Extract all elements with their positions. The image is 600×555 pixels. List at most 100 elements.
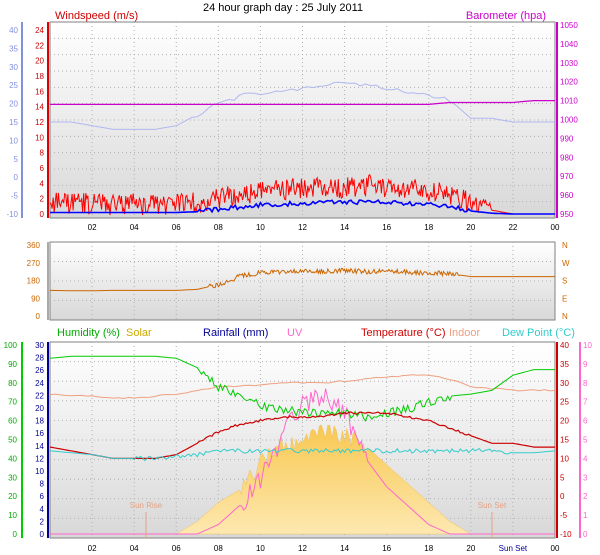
- wind-panel-series: [49, 81, 555, 216]
- temperature-label: Temperature (°C): [361, 327, 445, 339]
- x-tick-label: 00: [551, 544, 560, 553]
- humidity-tick: 100: [4, 341, 18, 350]
- humidity-tick: 60: [8, 417, 17, 426]
- windspeed-label: Windspeed (m/s): [55, 10, 138, 22]
- direction-degree-tick: 90: [31, 294, 40, 303]
- barometer-tick: 970: [560, 172, 574, 181]
- trace-line: [50, 81, 555, 130]
- indoor-label: Indoor: [449, 327, 481, 339]
- rainfall-tick: 0: [40, 530, 45, 539]
- solar-label: Solar: [126, 327, 152, 339]
- x-tick-label: 14: [340, 544, 349, 553]
- x-tick-label: 18: [424, 223, 433, 232]
- temperature-tick: 40: [560, 341, 569, 350]
- temperature-tick: 5: [560, 473, 565, 482]
- temperature-tick: 15: [560, 436, 569, 445]
- x-tick-label: 00: [551, 223, 560, 232]
- windspeed-blue-tick: 40: [9, 26, 18, 35]
- windspeed-blue-tick: -5: [11, 192, 19, 201]
- barometer-line: [50, 99, 555, 106]
- barometer-tick: 1010: [560, 97, 578, 106]
- temperature-tick: 0: [560, 492, 565, 501]
- windspeed-tick: 20: [35, 57, 44, 66]
- climate-panel-axis-ticks: 1009080706050403020100302826242220181614…: [4, 341, 593, 539]
- temperature-tick: -10: [560, 530, 572, 539]
- barometer-tick: 1000: [560, 116, 578, 125]
- barometer-tick: 1020: [560, 78, 578, 87]
- barometer-tick: 990: [560, 134, 574, 143]
- x-tick-label: 08: [214, 544, 223, 553]
- uv-tick: 3: [583, 473, 588, 482]
- indoor-line: [49, 374, 556, 400]
- x-tick-label: 20: [466, 544, 475, 553]
- temperature-tick: -5: [560, 511, 568, 520]
- direction-compass-tick: W: [562, 259, 570, 268]
- windspeed-blue-tick: 35: [9, 44, 18, 53]
- x-tick-label: 10: [256, 223, 265, 232]
- direction-degree-tick: 0: [36, 312, 41, 321]
- temperature-line: [49, 411, 555, 459]
- x-tick-label: 06: [172, 223, 181, 232]
- windspeed-tick: 22: [35, 41, 44, 50]
- rainfall-tick: 2: [40, 517, 45, 526]
- uv-tick: 7: [583, 398, 588, 407]
- rainfall-tick: 30: [35, 341, 44, 350]
- rainfall-tick: 24: [35, 379, 44, 388]
- x-tick-label: 04: [130, 223, 139, 232]
- barometer-tick: 950: [560, 210, 574, 219]
- temperature-tick: 10: [560, 454, 569, 463]
- rainfall-tick: 20: [35, 404, 44, 413]
- direction-compass-tick: S: [562, 277, 567, 286]
- x-tick-label: 22: [508, 223, 517, 232]
- windspeed-tick: 10: [35, 133, 44, 142]
- windspeed-blue-tick: 30: [9, 63, 18, 72]
- barometer-tick: 1040: [560, 40, 578, 49]
- uv-tick: 10: [583, 341, 592, 350]
- chart-title: 24 hour graph day : 25 July 2011: [203, 2, 363, 14]
- windspeed-blue-tick: 10: [9, 136, 18, 145]
- wind-panel-x-ticks: 02 04 06 08 10 12 14 16 18 20 22 00: [88, 223, 560, 232]
- rainfall-tick: 8: [40, 480, 45, 489]
- humidity-tick: 40: [8, 454, 17, 463]
- humidity-tick: 90: [8, 360, 17, 369]
- rainfall-tick: 22: [35, 391, 44, 400]
- average-windspeed-line: [50, 198, 555, 215]
- x-tick-label: 14: [340, 223, 349, 232]
- x-tick-label: 04: [130, 544, 139, 553]
- x-tick-label: 02: [88, 223, 97, 232]
- humidity-line: [49, 355, 555, 422]
- x-tick-label: 16: [382, 223, 391, 232]
- windspeed-tick: 16: [35, 87, 44, 96]
- windspeed-tick: 14: [35, 103, 44, 112]
- windspeed-blue-tick: 20: [9, 100, 18, 109]
- sunset-annotation: Sun Set: [478, 501, 507, 510]
- temperature-tick: 35: [560, 360, 569, 369]
- x-tick-label: 10: [256, 544, 265, 553]
- uv-tick: 8: [583, 379, 588, 388]
- humidity-tick: 50: [8, 436, 17, 445]
- humidity-tick: 0: [13, 530, 18, 539]
- x-tick-label: Sun Set: [499, 544, 528, 553]
- x-tick-label: 16: [382, 544, 391, 553]
- wind-panel-axis-ticks: 4035302520151050-5-102422201816141210864…: [6, 21, 578, 219]
- rainfall-tick: 12: [35, 454, 44, 463]
- humidity-tick: 20: [8, 492, 17, 501]
- uv-tick: 0: [583, 530, 588, 539]
- windspeed-blue-tick: 0: [14, 173, 19, 182]
- rainfall-label: Rainfall (mm): [203, 327, 268, 339]
- windspeed-blue-tick: 25: [9, 81, 18, 90]
- rainfall-tick: 4: [40, 505, 45, 514]
- wind-direction-line: [50, 267, 555, 292]
- rainfall-tick: 16: [35, 429, 44, 438]
- x-tick-label: 02: [88, 544, 97, 553]
- windspeed-tick: 8: [40, 149, 45, 158]
- barometer-tick: 1050: [560, 21, 578, 30]
- rainfall-tick: 26: [35, 366, 44, 375]
- direction-degree-tick: 270: [27, 259, 41, 268]
- barometer-tick: 1030: [560, 59, 578, 68]
- uv-label: UV: [287, 327, 303, 339]
- windspeed-tick: 12: [35, 118, 44, 127]
- direction-compass-tick: E: [562, 294, 567, 303]
- humidity-tick: 30: [8, 473, 17, 482]
- x-tick-label: 12: [298, 544, 307, 553]
